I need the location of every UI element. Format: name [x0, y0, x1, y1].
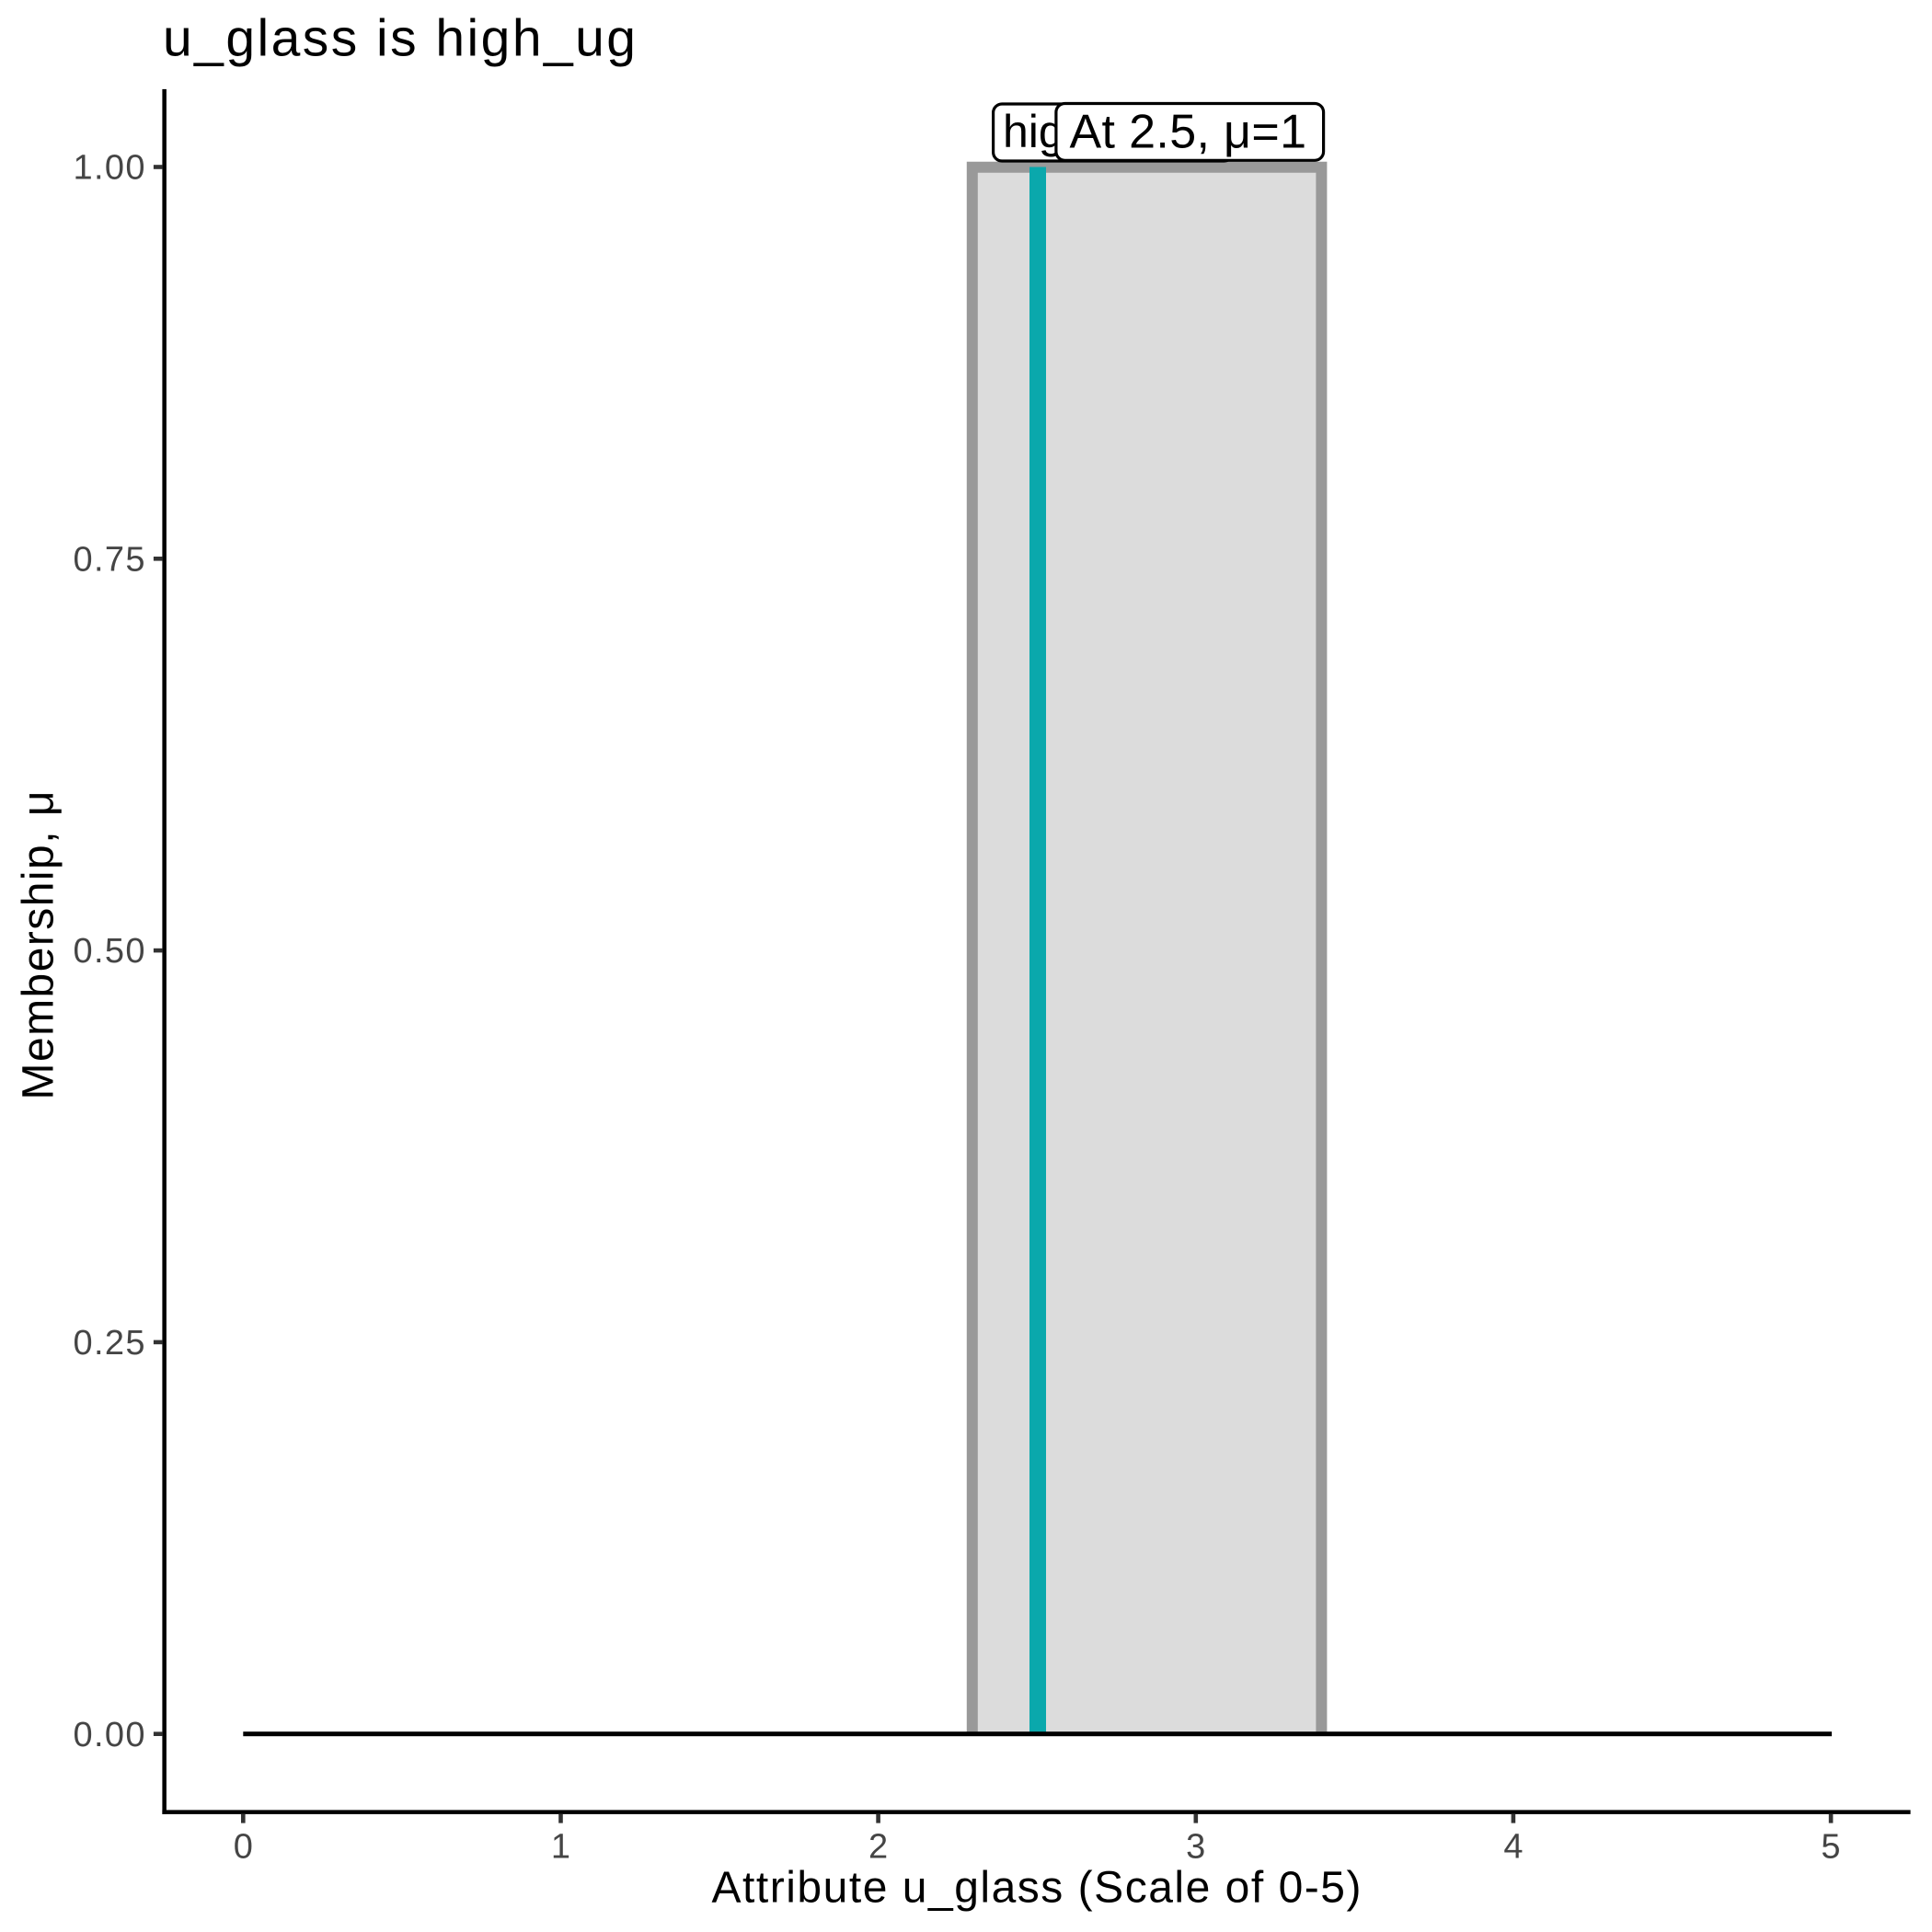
svg-text:0.75: 0.75	[74, 540, 145, 579]
svg-text:1.00: 1.00	[74, 149, 145, 188]
svg-text:0.00: 0.00	[74, 1716, 145, 1754]
svg-text:1: 1	[551, 1828, 570, 1867]
svg-text:0.25: 0.25	[74, 1324, 145, 1363]
svg-text:Membership, μ: Membership, μ	[15, 791, 63, 1100]
svg-text:4: 4	[1503, 1828, 1523, 1867]
svg-text:u_glass is high_ug: u_glass is high_ug	[163, 9, 636, 68]
svg-text:Attribute u_glass (Scale of 0-: Attribute u_glass (Scale of 0-5)	[712, 1863, 1362, 1912]
svg-text:2: 2	[868, 1828, 888, 1867]
svg-text:0.50: 0.50	[74, 932, 145, 971]
svg-text:At 2.5, μ=1: At 2.5, μ=1	[1070, 106, 1307, 159]
svg-text:5: 5	[1821, 1828, 1840, 1867]
svg-text:3: 3	[1186, 1828, 1205, 1867]
svg-text:0: 0	[234, 1828, 253, 1867]
